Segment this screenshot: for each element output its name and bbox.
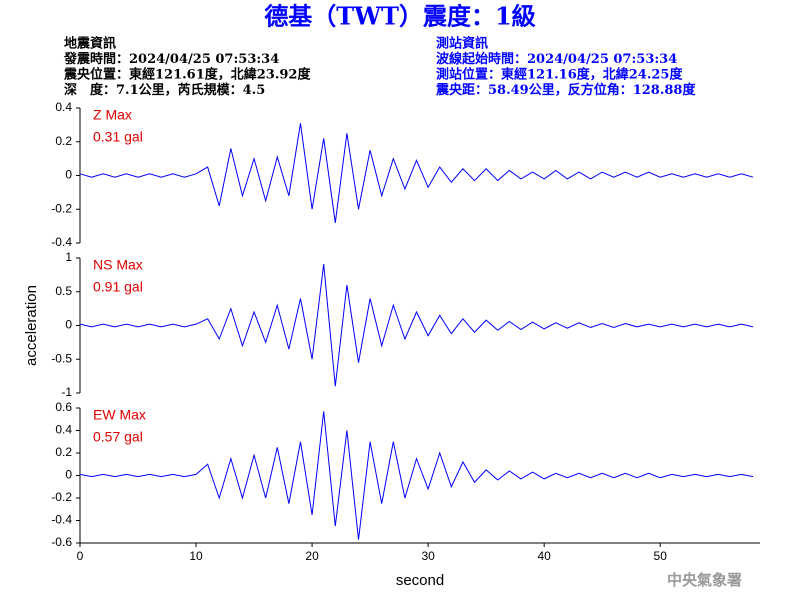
x-tick-label: 50 — [654, 549, 668, 563]
component-label: NS Max — [93, 257, 143, 273]
max-label: 0.57 gal — [93, 429, 143, 445]
component-label: EW Max — [93, 407, 146, 423]
info-right: 震央距：58.49公里，反方位角：128.88度 — [435, 82, 696, 98]
max-label: 0.31 gal — [93, 129, 143, 145]
component-label: Z Max — [93, 107, 132, 123]
x-tick-label: 10 — [189, 549, 203, 563]
y-tick-label: 0 — [65, 318, 72, 332]
x-tick-label: 0 — [77, 549, 84, 563]
y-tick-label: -0.6 — [51, 535, 72, 549]
info-left: 地震資訊 — [64, 36, 116, 52]
footer: 中央氣象署 — [667, 571, 742, 589]
y-tick-label: 0.4 — [55, 100, 72, 114]
info-right: 測站資訊 — [436, 36, 488, 52]
max-label: 0.91 gal — [93, 279, 143, 295]
y-tick-label: 0.6 — [55, 400, 72, 414]
y-axis-label: acceleration — [23, 285, 40, 366]
y-tick-label: 0.2 — [55, 134, 72, 148]
x-tick-label: 20 — [305, 549, 319, 563]
x-tick-label: 30 — [421, 549, 435, 563]
y-tick-label: -0.5 — [51, 351, 72, 365]
y-tick-label: 0.4 — [55, 423, 72, 437]
info-left: 震央位置：東經121.61度，北緯23.92度 — [63, 67, 311, 83]
waveform — [79, 264, 754, 387]
y-tick-label: -0.4 — [51, 235, 72, 249]
y-tick-label: 0.5 — [55, 284, 72, 298]
y-tick-label: -1 — [61, 385, 72, 399]
title: 德基（TWT）震度：1級 — [264, 2, 535, 31]
y-tick-label: 0 — [65, 168, 72, 182]
y-tick-label: -0.2 — [51, 201, 72, 215]
waveform — [79, 123, 754, 223]
info-left: 發震時間：2024/04/25 07:53:34 — [63, 51, 279, 67]
y-tick-label: -0.2 — [51, 490, 72, 504]
info-right: 測站位置：東經121.16度，北緯24.25度 — [436, 67, 683, 83]
x-tick-label: 40 — [537, 549, 551, 563]
info-right: 波線起始時間：2024/04/25 07:53:34 — [436, 51, 677, 67]
x-axis-label: second — [396, 572, 444, 589]
info-left: 深 度：7.1公里，芮氏規模：4.5 — [64, 82, 265, 98]
y-tick-label: -0.4 — [51, 513, 72, 527]
waveform — [79, 411, 754, 540]
y-tick-label: 1 — [65, 250, 72, 264]
y-tick-label: 0 — [65, 468, 72, 482]
y-tick-label: 0.2 — [55, 445, 72, 459]
